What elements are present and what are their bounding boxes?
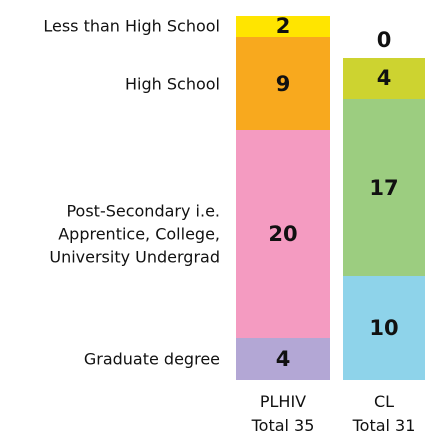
value-label: 9 (275, 71, 291, 96)
value-label: 10 (369, 316, 399, 340)
value-label: 20 (268, 222, 298, 247)
bar-segment (236, 130, 330, 339)
category-label: PLHIV (259, 392, 307, 411)
value-label: 4 (376, 66, 392, 91)
bar-segment (236, 338, 330, 380)
series-label: Less than High School (43, 16, 220, 36)
series-label: Post-Secondary i.e. Apprentice, College,… (49, 201, 220, 267)
bar-segment (343, 99, 425, 276)
bar-segment (236, 16, 330, 37)
series-label: High School (125, 74, 220, 94)
bar-segment (343, 276, 425, 380)
value-label: 17 (369, 175, 399, 200)
value-label: 2 (275, 14, 291, 39)
value-label: 0 (376, 27, 392, 52)
bar-segment (236, 36, 330, 131)
series-label: Graduate degree (83, 349, 220, 369)
bar-segment (343, 57, 425, 100)
category-note: Total 31 (352, 416, 416, 435)
category-label: CL (373, 392, 395, 411)
category-note: Total 35 (251, 416, 315, 435)
value-label: 4 (275, 347, 291, 372)
